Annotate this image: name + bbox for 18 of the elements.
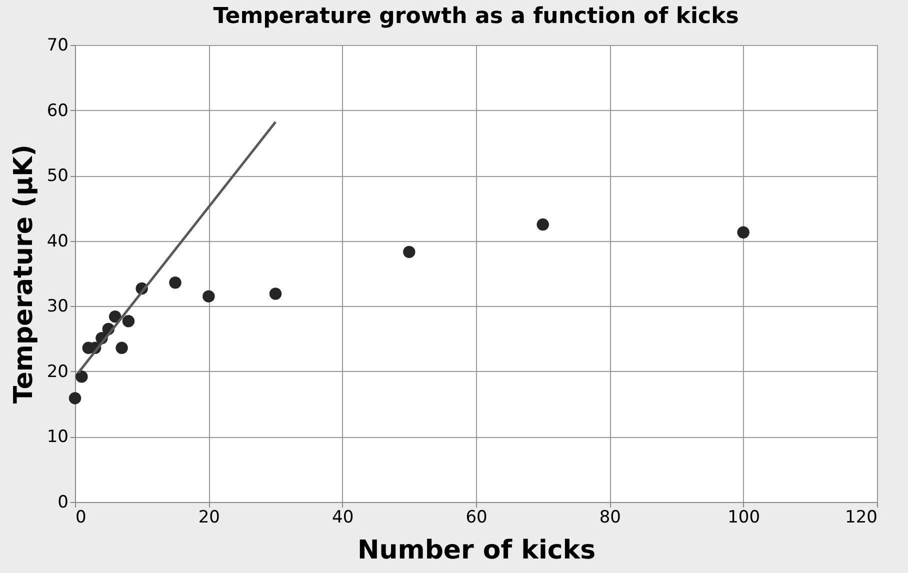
x-axis-title: Number of kicks [357,536,596,566]
x-tick-label: 60 [466,508,488,528]
x-tick-label: 120 [845,508,878,528]
y-tick-label: 20 [46,362,68,382]
x-tick-label: 20 [198,508,220,528]
chart-title: Temperature growth as a function of kicks [213,4,739,29]
y-tick-label: 30 [46,296,68,317]
x-tick-label: 80 [599,508,621,528]
y-tick-label: 60 [46,100,68,121]
x-tick-label: 40 [332,508,354,528]
y-tick-label: 10 [46,427,68,448]
y-tick-label: 40 [46,231,68,252]
x-tick-label: 0 [76,508,86,528]
y-axis-title: Temperature (µK) [8,144,39,404]
y-tick-label: 50 [46,166,68,186]
x-tick-label: 100 [728,508,760,528]
y-tick-label: 0 [58,492,68,512]
y-tick-label: 70 [46,36,68,56]
